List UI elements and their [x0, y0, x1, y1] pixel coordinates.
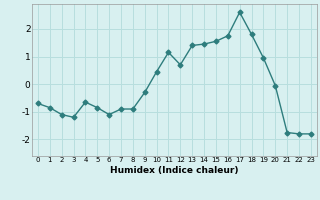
X-axis label: Humidex (Indice chaleur): Humidex (Indice chaleur)	[110, 166, 239, 175]
